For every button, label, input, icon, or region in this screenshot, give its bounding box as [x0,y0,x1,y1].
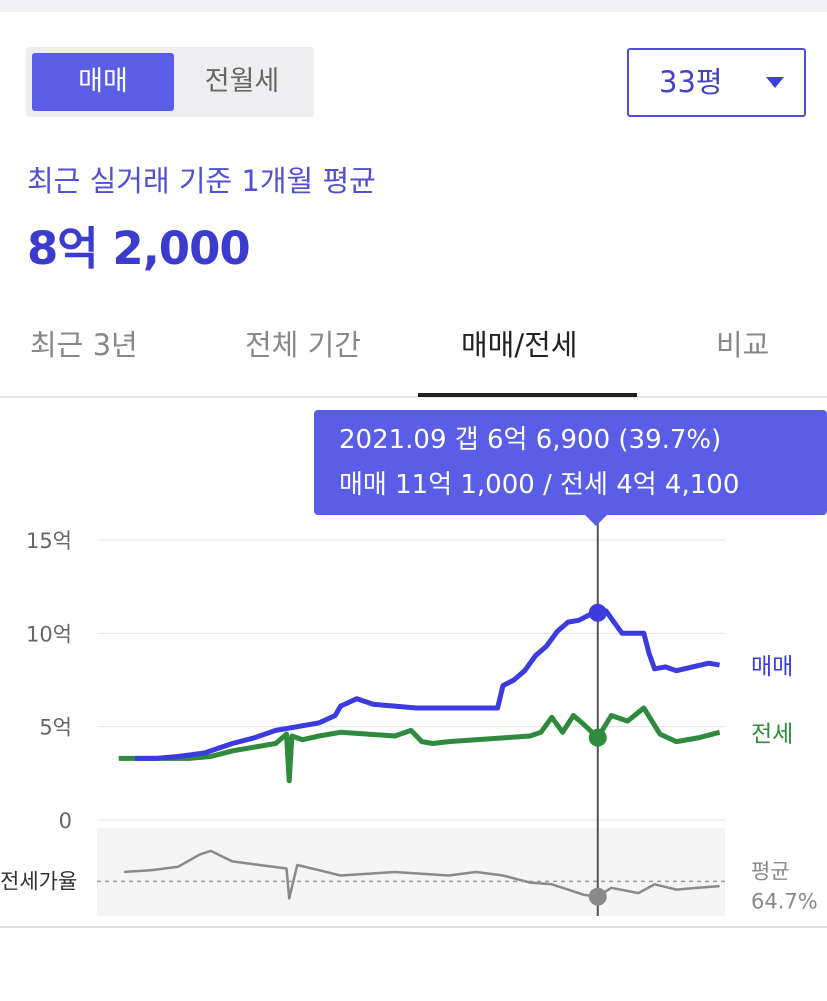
sale-series-label: 매매 [751,654,793,680]
y-tick-label: 15억 [26,529,72,553]
y-tick-label: 5억 [39,716,72,740]
active-tab-indicator [418,393,637,397]
size-select-value: 33평 [659,65,723,99]
tooltip-price-line: 매매 11억 1,000 / 전세 4억 4,100 [339,470,740,500]
summary-subtitle: 최근 실거래 기준 1개월 평균 [27,164,376,198]
trade-type-toggle: 매매 전월세 [26,47,314,117]
tooltip-gap-line: 2021.09 갭 6억 6,900 (39.7%) [339,425,722,455]
tab-all-period[interactable]: 전체 기간 [245,328,361,362]
chevron-down-icon [766,77,784,88]
tab-sale-jeonse[interactable]: 매매/전세 [461,328,578,362]
tab-recent-3y[interactable]: 최근 3년 [30,328,138,362]
tooltip-arrow [584,514,608,526]
size-select[interactable]: 33평 [627,48,806,117]
tab-compare[interactable]: 비교 [716,328,770,362]
y-tick-label: 10억 [26,622,72,646]
top-strip [0,0,827,12]
sale-hover-point [588,603,607,622]
ratio-hover-point [588,887,607,906]
y-axis-labels: 0 5억 10억 15억 [26,529,72,833]
rent-toggle-button[interactable]: 전월세 [204,66,280,97]
jeonse-hover-point [588,728,607,747]
y-tick-label: 0 [59,809,72,833]
sale-toggle-button[interactable]: 매매 [32,53,174,111]
ratio-average-value: 64.7% [751,889,818,913]
jeonse-series-label: 전세 [751,721,793,747]
ratio-average-label: 평균 [751,859,790,883]
chart-bottom-border [0,926,827,928]
tab-divider [0,396,827,398]
sale-series-line [134,608,721,761]
ratio-series-line [124,849,720,900]
jeonse-series-line [118,705,721,784]
chart-grid [97,539,725,821]
ratio-panel-label: 전세가율 [0,869,77,893]
chart-tooltip: 2021.09 갭 6억 6,900 (39.7%) 매매 11억 1,000 … [314,410,827,515]
average-price: 8억 2,000 [27,222,251,275]
